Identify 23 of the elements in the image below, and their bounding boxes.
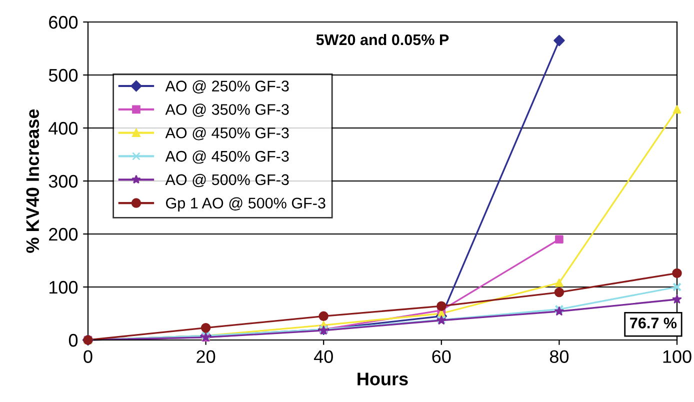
x-tick-label: 60 — [432, 350, 451, 363]
legend-label: AO @ 450% GF-3 — [165, 127, 289, 140]
annotation: 76.7 % — [630, 318, 677, 328]
y-tick-label: 600 — [49, 16, 78, 29]
y-axis-title: % KV40 Increase — [26, 109, 40, 253]
y-tick-label: 0 — [68, 334, 78, 347]
legend-label: AO @ 250% GF-3 — [165, 80, 289, 94]
y-tick-label: 300 — [48, 174, 78, 188]
y-tick-label: 400 — [48, 122, 78, 135]
legend-label: AO @ 450% GF-3 — [165, 150, 289, 164]
y-tick-label: 100 — [50, 280, 78, 294]
y-tick-label: 500 — [48, 68, 78, 82]
x-tick-label: 40 — [314, 350, 333, 363]
x-tick-label: 0 — [84, 350, 92, 363]
legend-label: Gp 1 AO @ 500% GF-3 — [166, 197, 326, 212]
annotation: 5W20 and 0.05% P — [316, 34, 449, 46]
x-tick-label: 80 — [550, 350, 569, 363]
legend-label: AO @ 500% GF-3 — [165, 174, 289, 188]
x-axis-title: Hours — [358, 372, 408, 386]
legend-label: AO @ 350% GF-3 — [165, 104, 289, 117]
x-tick-label: 20 — [196, 350, 216, 363]
x-tick-label: 100 — [663, 350, 692, 363]
y-tick-label: 200 — [49, 228, 78, 241]
